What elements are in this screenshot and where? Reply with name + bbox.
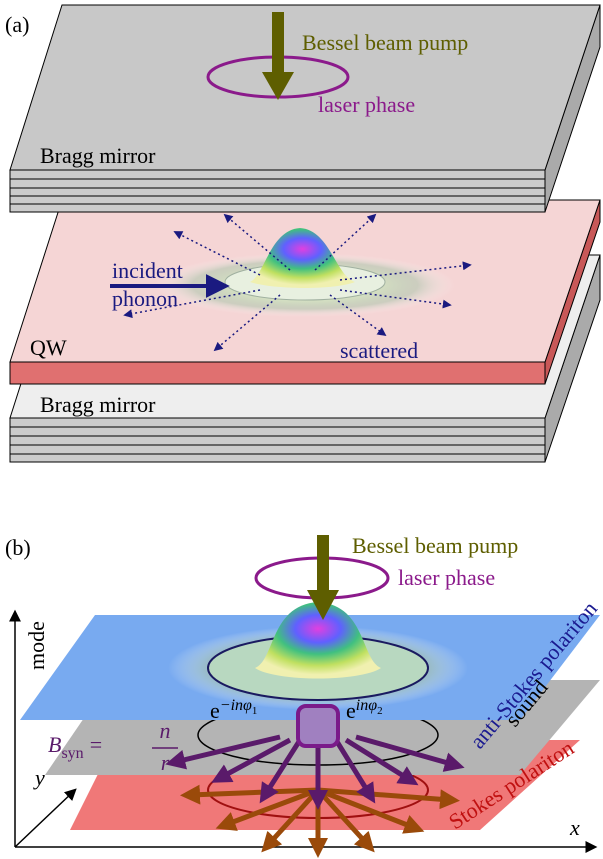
incident-label: phonon bbox=[112, 286, 178, 311]
axis-label: y bbox=[33, 765, 45, 790]
index: 1 bbox=[252, 705, 258, 717]
qw-front bbox=[9, 361, 546, 385]
arrow bbox=[339, 289, 452, 309]
equals: = bbox=[90, 732, 102, 757]
axis-y bbox=[14, 788, 77, 848]
arrow bbox=[259, 738, 303, 804]
arrow bbox=[213, 294, 281, 352]
numerator: n bbox=[160, 718, 171, 743]
pump-arrow bbox=[262, 12, 294, 100]
index: 2 bbox=[377, 705, 383, 717]
mirror-top bbox=[9, 4, 601, 171]
panel-label: (a) bbox=[5, 12, 29, 37]
phase-term: einφ2 bbox=[346, 697, 383, 723]
pump-arrow bbox=[307, 535, 339, 620]
mirror-front bbox=[9, 169, 546, 213]
arrow bbox=[317, 787, 425, 834]
mirror-label: Bragg mirror bbox=[40, 392, 156, 417]
scatter-arrows bbox=[123, 213, 472, 352]
arrow bbox=[180, 784, 319, 805]
incident-label: incident bbox=[112, 258, 183, 283]
arrow bbox=[215, 787, 319, 831]
exponent: inφ bbox=[356, 697, 377, 714]
base: e bbox=[210, 698, 220, 723]
exponent: −inφ bbox=[220, 697, 252, 714]
axis-label: mode bbox=[24, 621, 49, 670]
phase-label: laser phase bbox=[398, 565, 495, 590]
phase-label: laser phase bbox=[318, 92, 415, 117]
arrow bbox=[211, 737, 292, 783]
qw-label: QW bbox=[30, 335, 67, 360]
phase-term: e−inφ1 bbox=[210, 697, 257, 723]
scattered-label: scattered bbox=[340, 338, 418, 363]
denominator: r bbox=[161, 750, 170, 775]
vortex-box bbox=[296, 704, 340, 748]
formula: Bsyn = bbox=[48, 732, 102, 762]
pump-label: Bessel beam pump bbox=[302, 30, 468, 55]
arrow bbox=[344, 737, 419, 786]
arrow bbox=[223, 213, 291, 271]
arrow bbox=[317, 787, 460, 810]
arrow bbox=[329, 294, 387, 337]
hump bbox=[250, 228, 355, 288]
hump bbox=[255, 602, 381, 679]
panel-label: (b) bbox=[5, 535, 31, 560]
arrow bbox=[339, 261, 472, 281]
arrow bbox=[333, 738, 376, 804]
subscript: syn bbox=[61, 745, 83, 762]
symbol: B bbox=[48, 732, 61, 757]
pump-label: Bessel beam pump bbox=[352, 533, 518, 558]
mirror-label: Bragg mirror bbox=[40, 143, 156, 168]
arrow bbox=[173, 231, 261, 276]
base: e bbox=[346, 698, 356, 723]
arrow bbox=[355, 734, 465, 772]
antistokes-arrows bbox=[165, 734, 465, 810]
mirror-layers bbox=[10, 178, 545, 205]
axis-label: x bbox=[569, 815, 580, 840]
arrow bbox=[165, 734, 281, 770]
mirror-front bbox=[9, 417, 546, 463]
arrow bbox=[314, 213, 377, 271]
mirror-layers bbox=[10, 426, 545, 455]
